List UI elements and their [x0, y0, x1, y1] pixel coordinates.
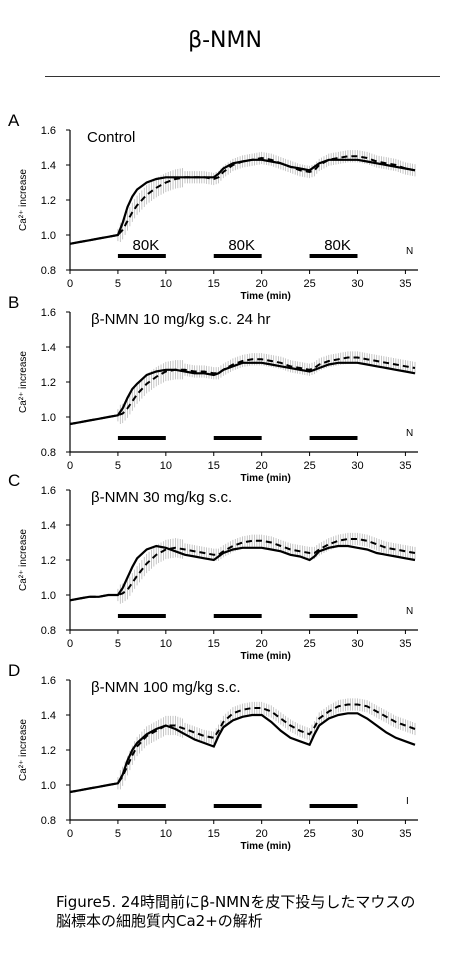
- y-tick-label: 1.6: [41, 125, 56, 137]
- panel-b: B 0.8 1.0 1.2 1.4 1.6 0 5 10 15 20 25 30 35 Time (min)…: [8, 293, 418, 484]
- x-tick-label: 25: [303, 638, 315, 650]
- x-tick-label: 5: [115, 278, 121, 290]
- y-tick-label: 0.8: [41, 815, 56, 827]
- x-tick-label: 15: [208, 278, 220, 290]
- title-divider: [45, 76, 440, 77]
- x-tick-label: 10: [160, 638, 172, 650]
- x-axis-title: Time (min): [240, 841, 290, 852]
- y-tick-label: 1.0: [41, 780, 56, 792]
- x-tick-label: 10: [160, 278, 172, 290]
- x-tick-label: 25: [303, 460, 315, 472]
- series-line-solid: [69, 158, 416, 245]
- y-tick-label: 1.2: [41, 555, 56, 567]
- panel-c: C 0.8 1.0 1.2 1.4 1.6 0 5 10 15 20 25 30 35 Time (min)…: [8, 471, 418, 662]
- y-tick-label: 1.4: [41, 520, 56, 532]
- x-tick-label: 30: [351, 828, 363, 840]
- x-tick-label: 30: [351, 460, 363, 472]
- series-line-solid: [69, 712, 416, 794]
- series-line-dashed: [69, 356, 416, 425]
- x-tick-label: 25: [303, 278, 315, 290]
- panel-annotation: Control: [87, 129, 135, 146]
- y-axis-title: Ca²⁺ increase: [18, 529, 29, 591]
- panel-label: A: [8, 111, 20, 130]
- corner-label: N: [406, 246, 413, 257]
- series-line-solid: [69, 544, 416, 602]
- panel-label: D: [8, 661, 20, 680]
- series-line-solid: [69, 361, 416, 426]
- y-tick-label: 1.2: [41, 195, 56, 207]
- x-tick-label: 10: [160, 828, 172, 840]
- x-axis-title: Time (min): [240, 651, 290, 662]
- x-tick-label: 0: [67, 278, 73, 290]
- x-tick-label: 30: [351, 278, 363, 290]
- y-tick-label: 0.8: [41, 625, 56, 637]
- x-tick-label: 0: [67, 460, 73, 472]
- y-tick-label: 1.2: [41, 745, 56, 757]
- x-tick-label: 20: [256, 638, 268, 650]
- corner-label: I: [406, 796, 409, 807]
- panel-label: C: [8, 471, 20, 490]
- panel-annotation: β-NMN 100 mg/kg s.c.: [91, 679, 241, 696]
- x-tick-label: 30: [351, 638, 363, 650]
- y-axis-title: Ca²⁺ increase: [18, 719, 29, 781]
- x-tick-label: 20: [256, 460, 268, 472]
- x-tick-label: 15: [208, 638, 220, 650]
- x-tick-label: 35: [399, 278, 411, 290]
- x-tick-label: 35: [399, 460, 411, 472]
- panel-label: B: [8, 293, 19, 312]
- series-line-dashed: [69, 538, 416, 602]
- x-tick-label: 10: [160, 460, 172, 472]
- x-tick-label: 15: [208, 460, 220, 472]
- y-tick-label: 1.2: [41, 377, 56, 389]
- x-axis-title: Time (min): [240, 473, 290, 484]
- panel-annotation: β-NMN 10 mg/kg s.c. 24 hr: [91, 311, 271, 328]
- x-tick-label: 15: [208, 828, 220, 840]
- y-tick-label: 1.0: [41, 230, 56, 242]
- y-tick-label: 1.0: [41, 412, 56, 424]
- stimulus-label: 80K: [228, 237, 255, 254]
- x-tick-label: 20: [256, 278, 268, 290]
- x-tick-label: 25: [303, 828, 315, 840]
- x-tick-label: 5: [115, 638, 121, 650]
- panel-annotation: β-NMN 30 mg/kg s.c.: [91, 489, 232, 506]
- y-axis-title: Ca²⁺ increase: [18, 169, 29, 231]
- y-tick-label: 1.6: [41, 675, 56, 687]
- x-tick-label: 35: [399, 638, 411, 650]
- y-tick-label: 0.8: [41, 265, 56, 277]
- y-tick-label: 1.6: [41, 307, 56, 319]
- x-axis-title: Time (min): [240, 291, 290, 302]
- y-tick-label: 1.0: [41, 590, 56, 602]
- x-tick-label: 35: [399, 828, 411, 840]
- panel-a: A 0.8 1.0 1.2 1.4 1.6 0 5 10 15 20 25 30 35 Time (min)…: [8, 111, 418, 302]
- figure-caption: Figure5. 24時間前にβ-NMNを皮下投与したマウスの脳標本の細胞質内C…: [56, 893, 416, 930]
- stimulus-label: 80K: [324, 237, 351, 254]
- x-tick-label: 0: [67, 638, 73, 650]
- series-line-dashed: [69, 155, 416, 245]
- panel-d: D 0.8 1.0 1.2 1.4 1.6 0 5 10 15 20 25 30 35 Time (min)…: [8, 661, 418, 852]
- x-tick-label: 0: [67, 828, 73, 840]
- y-tick-label: 1.4: [41, 710, 56, 722]
- x-tick-label: 5: [115, 460, 121, 472]
- corner-label: N: [406, 606, 413, 617]
- y-tick-label: 1.4: [41, 342, 56, 354]
- figure-panels: A 0.8 1.0 1.2 1.4 1.6 0 5 10 15 20 25 30 35 Time (min)…: [8, 111, 418, 852]
- series-line-dashed: [69, 703, 416, 793]
- x-tick-label: 5: [115, 828, 121, 840]
- stimulus-label: 80K: [133, 237, 160, 254]
- page-title: β-NMN: [188, 28, 262, 53]
- y-tick-label: 0.8: [41, 447, 56, 459]
- y-tick-label: 1.4: [41, 160, 56, 172]
- y-tick-label: 1.6: [41, 485, 56, 497]
- x-tick-label: 20: [256, 828, 268, 840]
- y-axis-title: Ca²⁺ increase: [18, 351, 29, 413]
- corner-label: N: [406, 428, 413, 439]
